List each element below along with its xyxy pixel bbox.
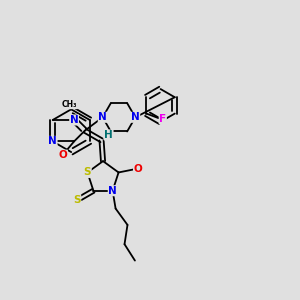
- Text: CH₃: CH₃: [62, 100, 77, 109]
- Text: S: S: [73, 195, 81, 205]
- Text: F: F: [159, 114, 166, 124]
- Text: N: N: [131, 112, 140, 122]
- Text: O: O: [134, 164, 142, 175]
- Text: S: S: [84, 167, 91, 177]
- Text: H: H: [104, 130, 113, 140]
- Text: N: N: [48, 136, 57, 146]
- Text: O: O: [59, 150, 68, 160]
- Text: N: N: [108, 186, 117, 196]
- Text: N: N: [70, 115, 79, 125]
- Text: N: N: [98, 112, 107, 122]
